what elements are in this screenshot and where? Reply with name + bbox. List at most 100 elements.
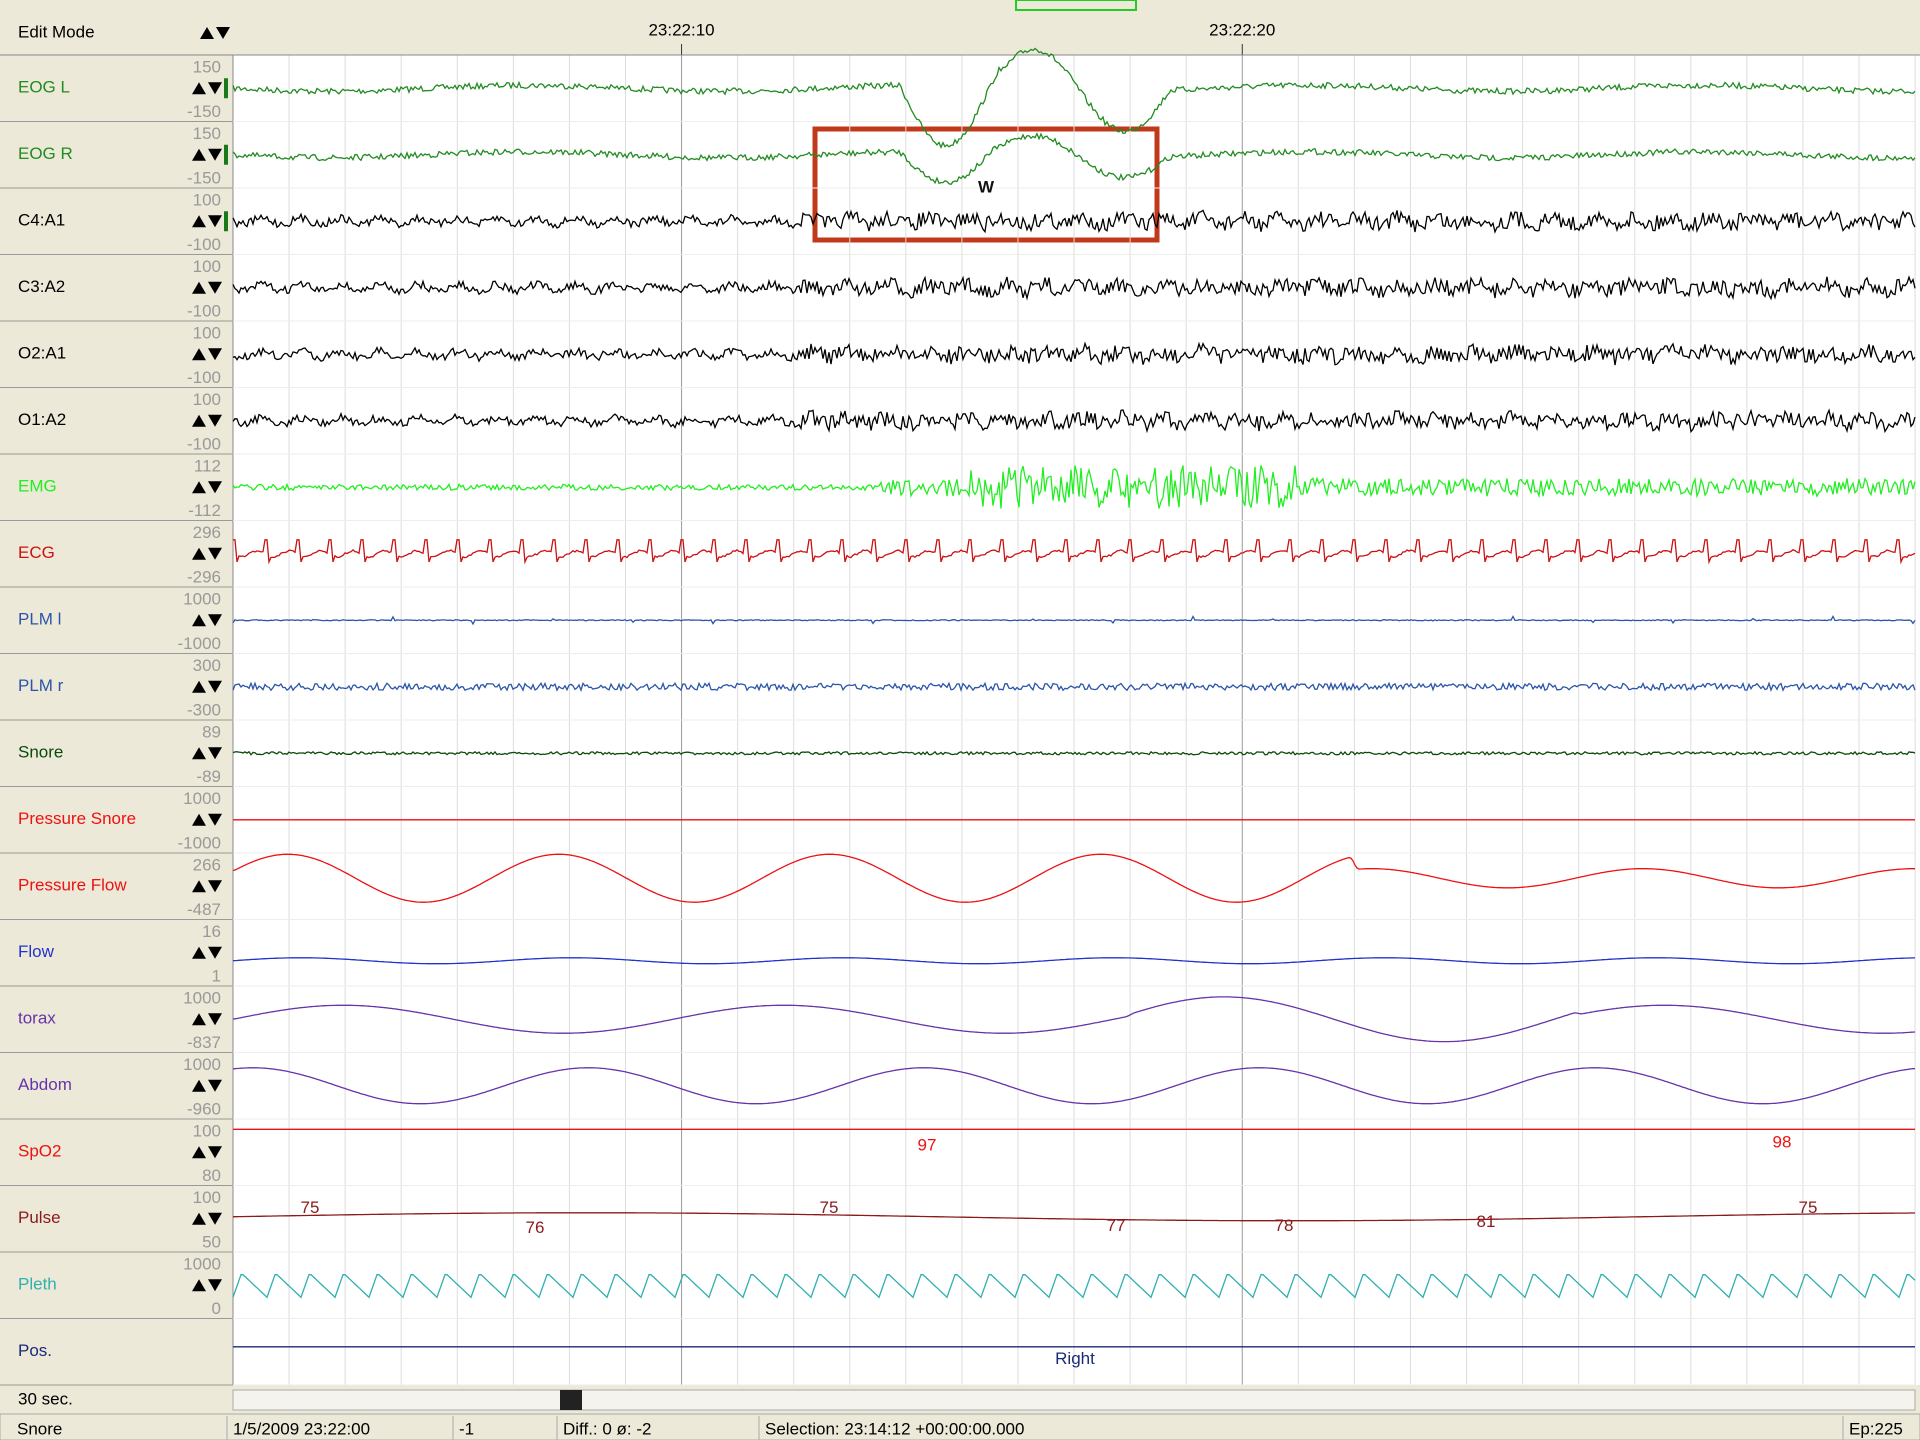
- channel-name[interactable]: EOG L: [18, 78, 70, 97]
- scale-arrows: [192, 481, 222, 494]
- mode-label[interactable]: Edit Mode: [18, 22, 95, 41]
- waveform: [232, 209, 1916, 234]
- waveform: [232, 614, 1916, 626]
- scale-top: 100: [193, 190, 221, 209]
- scale-bottom: -89: [196, 767, 221, 786]
- channel-name[interactable]: Pleth: [18, 1275, 57, 1294]
- scale-arrows: [192, 215, 222, 228]
- scale-bottom: 1: [212, 966, 221, 985]
- channel-marker: [224, 78, 228, 99]
- channel-name[interactable]: PLM l: [18, 610, 61, 629]
- status-field: Selection: 23:14:12 +00:00:00.000: [765, 1419, 1024, 1438]
- scale-bottom: -487: [187, 900, 221, 919]
- scale-top: 300: [193, 656, 221, 675]
- scale-top: 16: [202, 922, 221, 941]
- scale-top: 1000: [183, 789, 221, 808]
- scale-top: 150: [193, 57, 221, 76]
- waveform: [232, 750, 1916, 756]
- channel-name[interactable]: torax: [18, 1009, 56, 1028]
- scale-top: 1000: [183, 1254, 221, 1273]
- waveform: [233, 539, 1916, 565]
- channel-name[interactable]: Pos.: [18, 1341, 52, 1360]
- channel-name[interactable]: EMG: [18, 477, 57, 496]
- scale-bottom: -300: [187, 700, 221, 719]
- channel-marker: [224, 211, 228, 232]
- scale-bottom: -100: [187, 235, 221, 254]
- scale-top: 1000: [183, 589, 221, 608]
- scale-top: 150: [193, 124, 221, 143]
- scale-bottom: -100: [187, 301, 221, 320]
- waveform: [232, 681, 1916, 693]
- value-label: 81: [1477, 1212, 1496, 1231]
- header-bar: [0, 14, 1920, 55]
- scale-top: 1000: [183, 1055, 221, 1074]
- scale-bottom: -150: [187, 102, 221, 121]
- status-field: Snore: [17, 1419, 62, 1438]
- scale-bottom: -112: [188, 501, 221, 520]
- toolbar: [0, 0, 1920, 14]
- waveform: [232, 1274, 1916, 1299]
- scale-top: 266: [193, 855, 221, 874]
- time-label: 23:22:10: [648, 20, 714, 39]
- annotation-box: [812, 126, 1160, 243]
- channel-name[interactable]: C4:A1: [18, 211, 65, 230]
- status-bar: [0, 1413, 1920, 1440]
- value-label: 75: [1799, 1198, 1818, 1217]
- channel-name[interactable]: C3:A2: [18, 277, 65, 296]
- scale-arrows: [192, 414, 222, 427]
- waveform: [232, 341, 1916, 366]
- scale-bottom: -1000: [178, 833, 221, 852]
- scale-bottom: 50: [202, 1232, 221, 1251]
- channel-name[interactable]: Pulse: [18, 1208, 61, 1227]
- scale-arrows: [192, 82, 222, 95]
- scale-bottom: 0: [212, 1299, 221, 1318]
- channel-name[interactable]: Flow: [18, 942, 55, 961]
- scale-bottom: -1000: [178, 634, 221, 653]
- scale-bottom: -296: [187, 567, 221, 586]
- scale-top: 100: [193, 1121, 221, 1140]
- time-label: 23:22:20: [1209, 20, 1275, 39]
- scale-top: 100: [193, 390, 221, 409]
- scale-arrows: [192, 1279, 222, 1292]
- annotation-label: W: [978, 177, 995, 196]
- value-label: 77: [1107, 1216, 1126, 1235]
- scale-top: 89: [202, 722, 221, 741]
- channel-name[interactable]: ECG: [18, 543, 55, 562]
- scale-arrows: [192, 1146, 222, 1159]
- scale-arrows: [192, 1079, 222, 1092]
- channel-name[interactable]: SpO2: [18, 1142, 61, 1161]
- scale-arrows: [200, 27, 230, 39]
- scale-arrows: [192, 680, 222, 693]
- value-label: 78: [1275, 1216, 1294, 1235]
- channel-name[interactable]: O1:A2: [18, 410, 66, 429]
- waveform: [232, 1212, 1915, 1222]
- scale-arrows: [192, 614, 222, 627]
- scale-bottom: 80: [202, 1166, 221, 1185]
- scrollbar[interactable]: [232, 1389, 1916, 1411]
- scale-arrows: [192, 148, 222, 161]
- scale-bottom: -150: [187, 168, 221, 187]
- scroll-thumb[interactable]: [560, 1390, 582, 1410]
- scale-bottom: -837: [187, 1033, 221, 1052]
- channel-name[interactable]: PLM r: [18, 676, 64, 695]
- channel-name[interactable]: Pressure Flow: [18, 876, 127, 895]
- epoch-length[interactable]: 30 sec.: [18, 1389, 73, 1408]
- channel-name[interactable]: Snore: [18, 743, 63, 762]
- value-label: 97: [918, 1136, 937, 1155]
- channel-name[interactable]: O2:A1: [18, 344, 66, 363]
- status-field: Diff.: 0 ø: -2: [563, 1419, 652, 1438]
- scale-top: 112: [194, 456, 221, 475]
- channel-name[interactable]: Pressure Snore: [18, 809, 136, 828]
- scale-arrows: [192, 281, 222, 294]
- channel-name[interactable]: Abdom: [18, 1075, 72, 1094]
- scale-bottom: -960: [187, 1099, 221, 1118]
- waveform: [232, 132, 1916, 186]
- value-label: 98: [1773, 1133, 1792, 1152]
- channel-name[interactable]: EOG R: [18, 144, 73, 163]
- waveform: [232, 47, 1916, 149]
- waveform: [232, 275, 1916, 301]
- scale-arrows: [192, 1212, 222, 1225]
- scale-top: 100: [193, 323, 221, 342]
- channel-marker: [224, 144, 228, 165]
- waveform: [232, 957, 1915, 965]
